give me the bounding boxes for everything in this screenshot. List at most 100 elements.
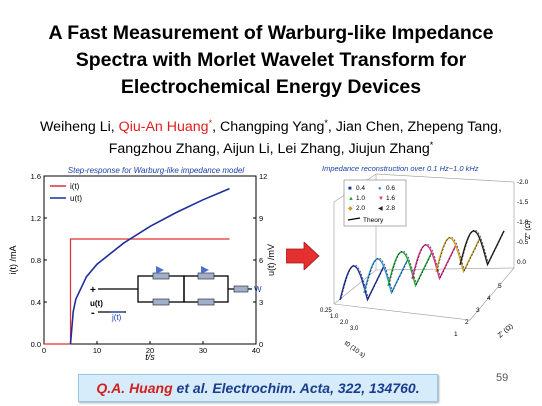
y-right-tick-label: 9 (259, 214, 263, 223)
author-line-2: Fangzhou Zhang, Aijun Li, Lei Zhang, Jiu… (0, 138, 542, 160)
author-line-1: Weiheng Li, Qiu-An Huang*, Changping Yan… (0, 116, 542, 138)
y-left-tick-label: 0.8 (31, 256, 41, 265)
y-left-ticks: 0.0 0.4 0.8 1.2 1.6 (31, 172, 47, 349)
page-number: 59 (496, 372, 509, 384)
capacitor-c1 (152, 298, 170, 306)
resistor-r1 (152, 272, 170, 280)
resistor-r2 (197, 272, 215, 280)
warburg-element (233, 285, 249, 293)
terminal-plus: + (90, 285, 96, 296)
x-tick-label: 40 (252, 346, 260, 355)
legend-label: 0.6 (386, 185, 395, 192)
slide-title: A Fast Measurement of Warburg-like Imped… (0, 20, 542, 101)
x-tick-label: 20 (146, 346, 154, 355)
x-tick-label: 30 (199, 346, 207, 355)
citation-box: Q.A. Huang et al. Electrochim. Acta, 322… (78, 374, 438, 402)
flow-arrow-icon (201, 266, 209, 274)
series-u-line (69, 187, 230, 345)
authors-line2-text: Fangzhou Zhang, Aijun Li, Lei Zhang, Jiu… (108, 141, 430, 157)
y-left-tick-label: 0.0 (31, 340, 41, 349)
corresponding-mark: * (208, 118, 213, 128)
y-right-tick-label: 12 (259, 172, 267, 181)
author-qiuan-huang: Qiu-An Huang (118, 119, 209, 135)
corresponding-mark: * (324, 118, 328, 128)
circuit-rc-block-2 (183, 275, 229, 303)
legend-u-label: u(t) (70, 194, 82, 203)
legend-marker-icon: ◆ (348, 206, 353, 212)
legend-label: 0.4 (356, 185, 365, 192)
step-response-chart: Step-response for Warburg-like impedance… (6, 162, 278, 362)
title-line-3: Electrochemical Energy Devices (120, 76, 422, 98)
z-tick-label: -2.0 (517, 179, 529, 186)
depth-axis-ticks: 0.251.02.03.0 (320, 308, 359, 332)
legend-marker-icon: ▲ (348, 196, 354, 202)
capacitor-c2 (197, 298, 215, 306)
y-left-axis-label: i(t) /mA (8, 246, 18, 275)
series-i-line (44, 238, 230, 345)
impedance-curve (459, 230, 505, 267)
y-right-axis-label: u(t) /mV (266, 244, 276, 276)
y-right-tick-label: 3 (259, 298, 263, 307)
legend-label: 1.0 (356, 195, 365, 202)
impedance-curves (339, 229, 506, 302)
title-line-1: A Fast Measurement of Warburg-like Imped… (48, 22, 494, 44)
x-tick-label: 0 (42, 346, 46, 355)
flow-arrow-icon (156, 266, 164, 274)
legend-marker-icon: ▼ (378, 196, 384, 202)
impedance-curve (411, 244, 457, 281)
legend-label: 2.0 (356, 205, 365, 212)
re-tick-label: 4 (487, 295, 491, 302)
legend-label: 2.8 (386, 205, 395, 212)
z-tick-label: -1.0 (517, 219, 529, 226)
voltage-label: u(t) (90, 299, 103, 308)
y-right-tick-label: 6 (259, 256, 263, 265)
legend-marker-icon: ■ (348, 186, 352, 192)
box-edge (333, 267, 515, 321)
theory-curve (364, 257, 410, 293)
theory-curve (388, 250, 434, 286)
y-left-tick-label: 1.6 (31, 172, 41, 181)
legend-theory-label: Theory (363, 217, 384, 224)
re-axis-label: Z' (Ω) (497, 323, 515, 340)
depth-axis-label: t0 (10 s) (343, 340, 367, 359)
y-right-ticks: 0 3 6 9 12 (253, 172, 267, 349)
x-tick-label: 10 (93, 346, 101, 355)
x-axis-label: t/s (145, 352, 155, 362)
impedance-curve (435, 237, 481, 274)
y-left-tick-label: 0.4 (31, 298, 41, 307)
title-line-2: Spectra with Morlet Wavelet Transform fo… (75, 49, 467, 71)
authors-continued: , Jian Chen, Zhepeng Tang, (327, 119, 502, 135)
legend-box (343, 179, 407, 227)
z-tick-label: 0.0 (517, 259, 526, 266)
legend-i-label: i(t) (70, 182, 80, 191)
citation-reference: et al. Electrochim. Acta, 322, 134760. (172, 380, 420, 396)
z-axis-label: Z" (Ω) (525, 221, 532, 240)
box-edge (333, 182, 515, 305)
author-changping-yang: , Changping Yang (212, 119, 325, 135)
terminal-minus: - (91, 307, 95, 319)
step-response-svg: Step-response for Warburg-like impedance… (8, 166, 276, 362)
circuit-rc-block-1 (137, 275, 185, 303)
theory-curve (340, 264, 386, 300)
re-tick-label: 3 (476, 307, 480, 314)
y-right-tick-label: 0 (259, 340, 263, 349)
impedance-curve (363, 258, 409, 295)
theory-curve (460, 229, 506, 265)
legend-marker-icon: ● (378, 186, 382, 192)
legend-theory-swatch (347, 217, 361, 221)
right-arrow-icon (286, 242, 320, 270)
z-axis-ticks: -2.0 -1.5 -1.0 -0.5 0.0 (517, 179, 529, 266)
legend: ■ 0.4 ● 0.6 ▲ 1.0 ▼ 1.6 ◆ 2.0 ◀ 2.8 (348, 185, 395, 212)
theory-curve (412, 243, 458, 279)
legend-marker-icon: ◀ (378, 206, 383, 212)
impedance-3d-svg: Impedance reconstruction over 0.1 Hz~1.0… (320, 164, 532, 359)
chart-title: Impedance reconstruction over 0.1 Hz~1.0… (322, 164, 479, 173)
impedance-curve (387, 251, 433, 288)
warburg-label: W (254, 285, 262, 294)
re-tick-label: 1 (454, 331, 458, 338)
depth-tick-label: 1.0 (330, 314, 339, 320)
circuit-components: W + - u(t) j(t) (90, 266, 262, 322)
re-tick-label: 2 (465, 319, 469, 326)
